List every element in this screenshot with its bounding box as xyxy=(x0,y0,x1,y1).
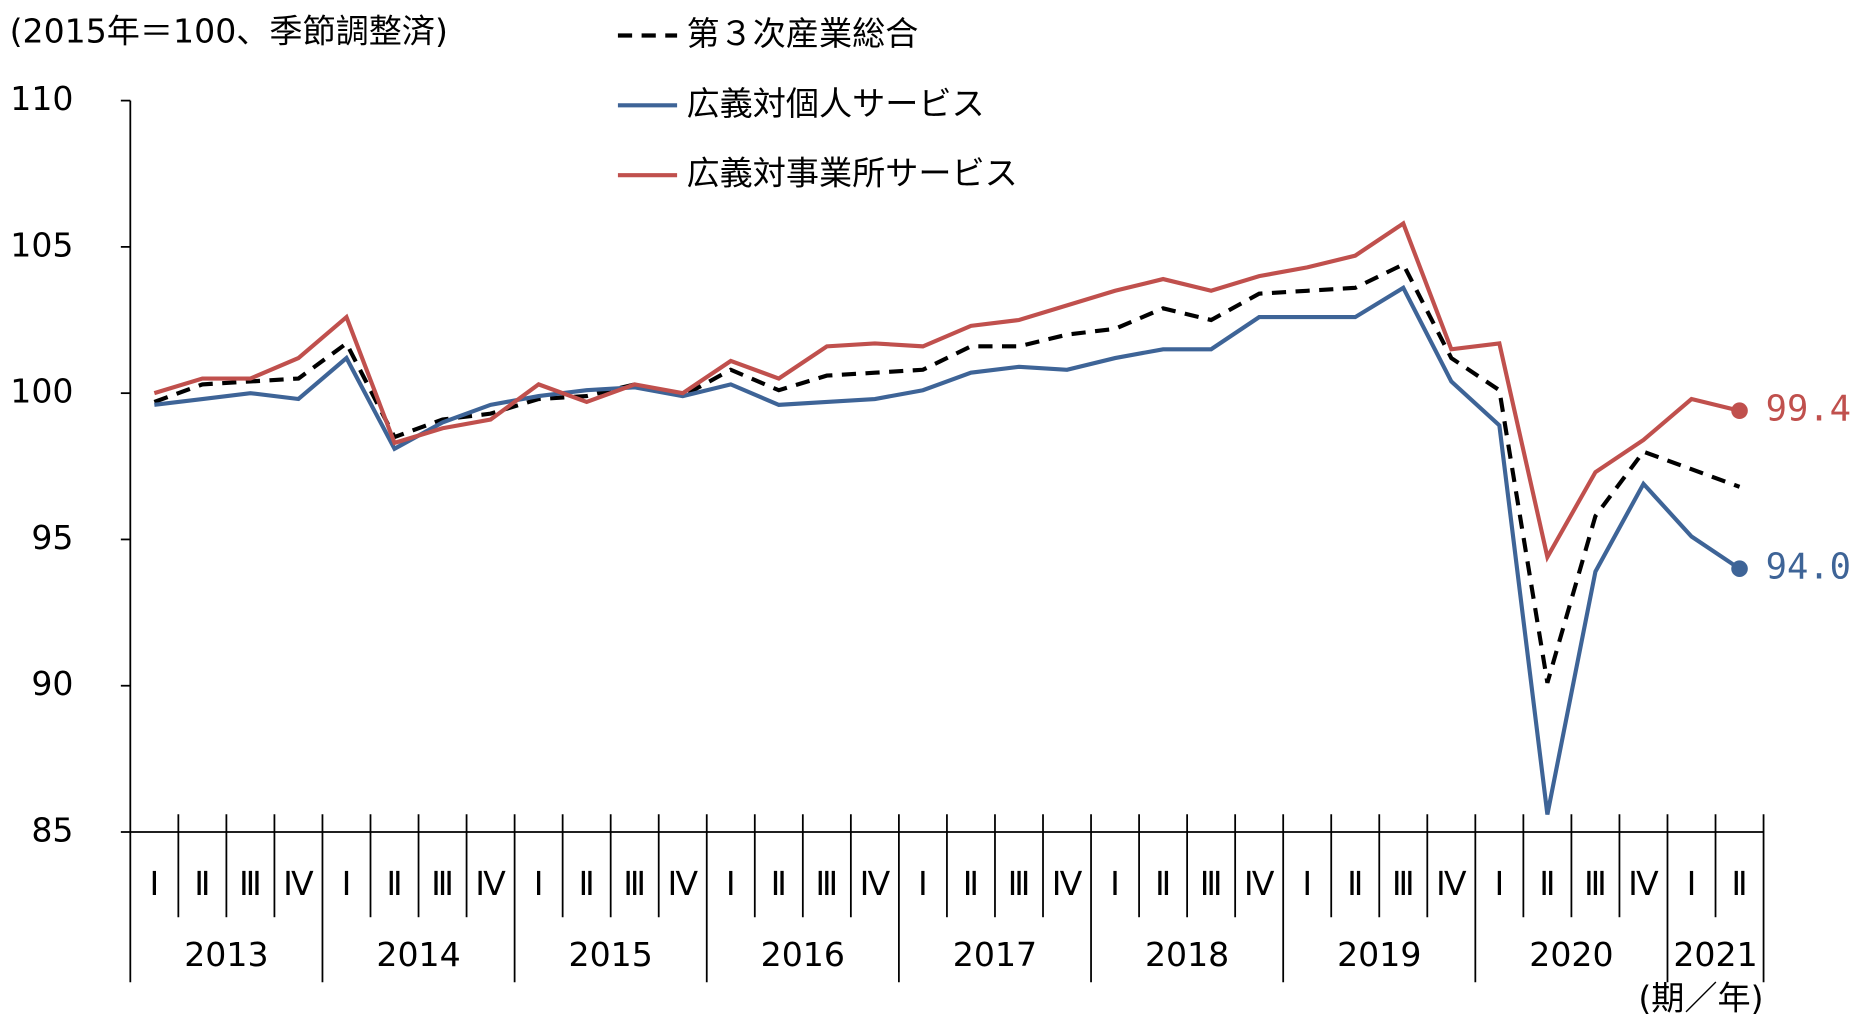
x-tick-label: Ⅱ xyxy=(1347,864,1363,903)
legend-label: 第３次産業総合 xyxy=(687,14,919,53)
x-tick-label: Ⅰ xyxy=(149,864,159,903)
x-tick-label: Ⅰ xyxy=(726,864,736,903)
x-tick-label: Ⅰ xyxy=(1110,864,1120,903)
x-tick-label: Ⅲ xyxy=(239,864,262,903)
x-tick-label: Ⅳ xyxy=(1436,864,1467,903)
x-axis-label: (期／年) xyxy=(1638,979,1763,1018)
y-tick-label: 105 xyxy=(10,225,73,264)
year-label: 2015 xyxy=(569,935,653,974)
y-tick-label: 95 xyxy=(31,518,73,557)
x-tick-label: Ⅳ xyxy=(1244,864,1275,903)
x-tick-label: Ⅲ xyxy=(1584,864,1607,903)
series-line xyxy=(154,284,1741,815)
year-label: 2021 xyxy=(1673,935,1757,974)
x-tick-label: Ⅲ xyxy=(1200,864,1223,903)
x-tick-label: Ⅳ xyxy=(667,864,698,903)
year-label: 2019 xyxy=(1337,935,1421,974)
x-tick-label: Ⅳ xyxy=(1628,864,1659,903)
data-label: 94.0 xyxy=(1766,547,1852,588)
x-tick-label: Ⅳ xyxy=(475,864,506,903)
data-label: 99.4 xyxy=(1766,389,1852,430)
year-label: 2017 xyxy=(953,935,1037,974)
legend-label: 広義対個人サービス xyxy=(687,84,985,123)
x-tick-label: Ⅱ xyxy=(1539,864,1555,903)
end-marker xyxy=(1731,560,1748,577)
x-tick-label: Ⅱ xyxy=(194,864,210,903)
x-tick-label: Ⅰ xyxy=(342,864,352,903)
x-tick-label: Ⅱ xyxy=(579,864,595,903)
y-tick-label: 100 xyxy=(10,372,73,411)
y-axis-label: (2015年＝100、季節調整済) xyxy=(10,12,448,51)
x-tick-label: Ⅱ xyxy=(386,864,402,903)
x-tick-label: Ⅰ xyxy=(1302,864,1312,903)
x-tick-label: Ⅳ xyxy=(1052,864,1083,903)
legend-label: 広義対事業所サービス xyxy=(687,154,1018,193)
year-label: 2016 xyxy=(761,935,845,974)
x-tick-label: Ⅲ xyxy=(623,864,646,903)
x-tick-label: Ⅱ xyxy=(1731,864,1747,903)
end-marker xyxy=(1731,402,1748,419)
x-tick-label: Ⅱ xyxy=(963,864,979,903)
x-tick-label: Ⅲ xyxy=(815,864,838,903)
x-tick-label: Ⅲ xyxy=(1392,864,1415,903)
x-tick-label: Ⅲ xyxy=(431,864,454,903)
series-line xyxy=(153,261,1741,684)
x-tick-label: Ⅱ xyxy=(771,864,787,903)
x-tick-label: Ⅰ xyxy=(1494,864,1504,903)
year-label: 2018 xyxy=(1145,935,1229,974)
y-tick-label: 85 xyxy=(31,811,73,850)
year-label: 2013 xyxy=(184,935,268,974)
year-label: 2014 xyxy=(376,935,460,974)
x-tick-label: Ⅰ xyxy=(1687,864,1697,903)
year-label: 2020 xyxy=(1529,935,1613,974)
x-tick-label: Ⅳ xyxy=(860,864,891,903)
y-tick-label: 90 xyxy=(31,664,73,703)
series-line xyxy=(153,220,1741,563)
x-tick-label: Ⅲ xyxy=(1008,864,1031,903)
x-tick-label: Ⅰ xyxy=(534,864,544,903)
x-tick-label: Ⅱ xyxy=(1155,864,1171,903)
x-tick-label: Ⅳ xyxy=(283,864,314,903)
x-tick-label: Ⅰ xyxy=(918,864,928,903)
y-tick-label: 110 xyxy=(10,79,73,118)
